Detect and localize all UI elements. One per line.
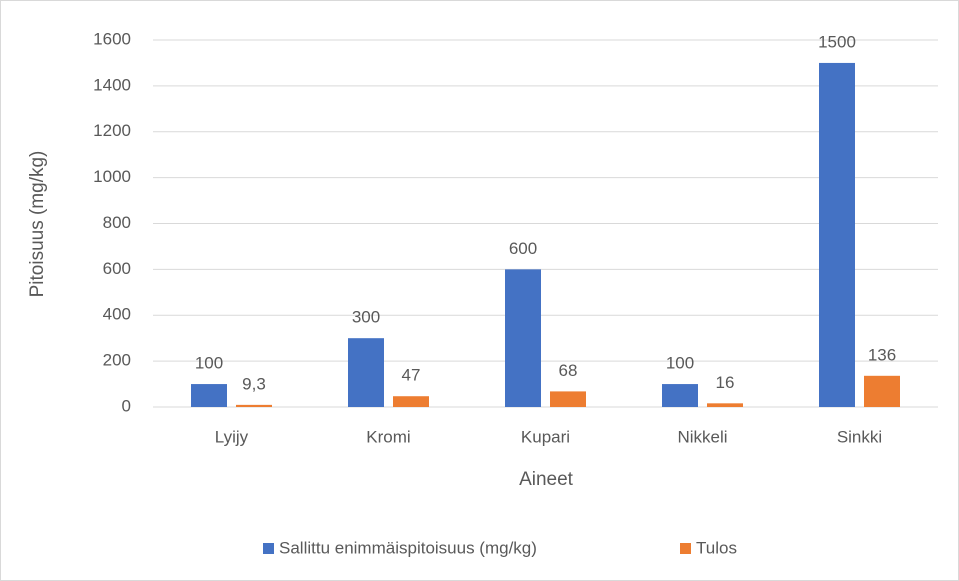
data-label: 16 <box>716 373 735 392</box>
x-tick-label: Kromi <box>366 427 410 446</box>
y-tick-label: 1200 <box>93 121 131 140</box>
y-axis-title: Pitoisuus (mg/kg) <box>27 151 48 298</box>
y-tick-label: 1600 <box>93 29 131 48</box>
bar <box>505 269 541 407</box>
data-label: 100 <box>666 354 694 373</box>
bar <box>662 384 698 407</box>
x-tick-label: Lyijy <box>215 427 249 446</box>
y-tick-label: 600 <box>103 259 131 278</box>
y-tick-label: 800 <box>103 213 131 232</box>
bar <box>191 384 227 407</box>
bar <box>236 404 272 407</box>
legend-label: Tulos <box>696 538 737 557</box>
data-label: 9,3 <box>242 374 266 393</box>
legend: Sallittu enimmäispitoisuus (mg/kg) Tulos <box>263 538 737 557</box>
x-tick-label: Kupari <box>521 427 570 446</box>
bar <box>393 396 429 407</box>
bar <box>550 391 586 407</box>
legend-swatch <box>263 543 274 554</box>
data-label: 136 <box>868 345 896 364</box>
bar <box>707 403 743 407</box>
bar <box>348 338 384 407</box>
data-label: 100 <box>195 354 223 373</box>
data-label: 68 <box>559 361 578 380</box>
y-tick-label: 1400 <box>93 75 131 94</box>
legend-swatch <box>680 543 691 554</box>
y-tick-label: 200 <box>103 351 131 370</box>
bar <box>864 375 900 407</box>
y-tick-label: 400 <box>103 305 131 324</box>
data-label: 300 <box>352 308 380 327</box>
x-tick-label: Sinkki <box>837 427 882 446</box>
x-tick-label: Nikkeli <box>677 427 727 446</box>
x-axis-title: Aineet <box>519 469 574 490</box>
data-label: 47 <box>402 366 421 385</box>
y-tick-label: 0 <box>122 396 131 415</box>
data-label: 1500 <box>818 32 856 51</box>
legend-label: Sallittu enimmäispitoisuus (mg/kg) <box>279 538 537 557</box>
data-label: 600 <box>509 239 537 258</box>
y-tick-label: 1000 <box>93 167 131 186</box>
bar <box>819 62 855 407</box>
